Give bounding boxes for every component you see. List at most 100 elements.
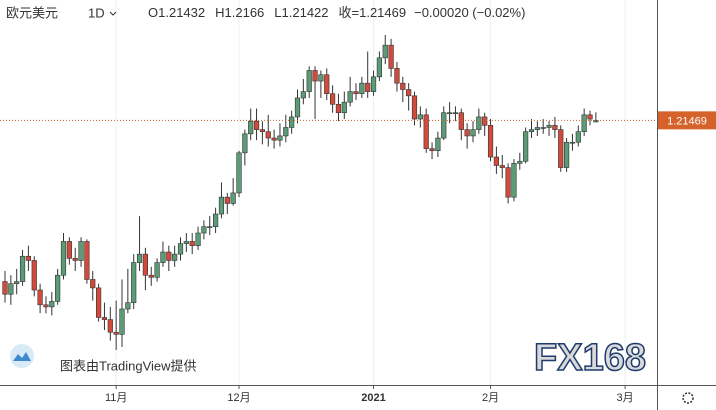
candle-body xyxy=(236,152,242,194)
ohlc-prefix: O xyxy=(148,5,158,20)
candle-body xyxy=(131,262,137,303)
candle-body xyxy=(8,283,14,295)
candle-body xyxy=(575,131,581,143)
candle-body xyxy=(207,226,213,228)
x-tick-label: 12月 xyxy=(227,392,250,404)
candle-body xyxy=(60,241,67,276)
candle-body xyxy=(329,93,336,105)
candle-body xyxy=(55,274,61,302)
candle-body xyxy=(517,160,523,164)
candle-body xyxy=(230,192,236,204)
candle-body xyxy=(312,70,318,82)
price-label: 1.21469 xyxy=(667,115,707,127)
ohlc-value: 1.21432 xyxy=(158,5,205,20)
candle-body xyxy=(581,114,587,133)
candle-body xyxy=(388,44,394,69)
candle-body xyxy=(376,57,383,78)
settings-icon[interactable] xyxy=(682,392,694,404)
candle-body xyxy=(172,253,178,261)
candle-body xyxy=(511,163,517,198)
candle-body xyxy=(113,331,119,335)
candle-body xyxy=(587,114,593,120)
candle-body xyxy=(458,112,464,130)
ohlc-value: 1.21469 xyxy=(359,5,406,20)
watermark: FX168 xyxy=(534,337,646,379)
grid xyxy=(115,0,626,389)
candle-body xyxy=(324,74,330,95)
candle-body xyxy=(353,91,359,95)
candle-body xyxy=(107,319,113,333)
candle-body xyxy=(394,68,400,84)
tv-logo-mark xyxy=(13,352,31,361)
candle-body xyxy=(558,129,564,168)
ohlc-prefix: H xyxy=(215,5,224,20)
candle-body xyxy=(289,116,295,128)
candle-body xyxy=(411,95,418,120)
candle-body xyxy=(183,241,189,244)
ohlc-value: 1.21422 xyxy=(282,5,329,20)
candle-body xyxy=(277,135,283,141)
candle-body xyxy=(423,114,429,149)
candle-body xyxy=(406,89,412,97)
candle-body xyxy=(25,255,32,261)
candle-body xyxy=(294,97,301,118)
candle-body xyxy=(552,125,558,130)
candle-body xyxy=(218,196,225,215)
candle-body xyxy=(189,241,195,246)
candle-body xyxy=(195,232,201,246)
candle-body xyxy=(318,74,324,82)
candle-body xyxy=(306,70,312,92)
ohlc-header: O1.21432 H1.2166 L1.21422 收=1.21469 −0.00020… xyxy=(148,5,525,20)
candle-body xyxy=(78,241,84,261)
candle-body xyxy=(224,196,230,204)
candle-body xyxy=(84,241,90,280)
candle-body xyxy=(593,120,599,123)
candle-body xyxy=(66,241,72,259)
candle-body xyxy=(528,129,535,133)
candle-body xyxy=(335,103,342,114)
candle-body xyxy=(148,274,154,278)
candle-body xyxy=(259,129,266,133)
candle-body xyxy=(441,112,447,139)
candle-body xyxy=(359,82,365,95)
candle-body xyxy=(242,133,248,154)
candle-body xyxy=(487,125,494,158)
candle-body xyxy=(166,251,172,261)
candle-body xyxy=(142,253,149,276)
tv-logo xyxy=(10,344,34,368)
candle-body xyxy=(341,101,347,114)
symbol: 欧元美元 xyxy=(6,5,58,20)
candle-body xyxy=(464,129,470,137)
candle-body xyxy=(154,262,160,278)
candle-body xyxy=(493,156,500,166)
interval-dropdown[interactable] xyxy=(109,11,117,16)
candle-body xyxy=(2,281,8,295)
candle-body xyxy=(271,137,277,141)
x-tick-label: 2月 xyxy=(482,392,499,404)
interval[interactable]: 1D xyxy=(88,5,105,20)
candle-body xyxy=(201,226,207,234)
candle-body xyxy=(43,304,49,308)
candle-body xyxy=(248,120,254,135)
candle-body xyxy=(382,44,388,59)
price-label-box xyxy=(658,111,716,130)
candle-body xyxy=(72,258,78,261)
candle-body xyxy=(482,116,488,126)
candle-body xyxy=(253,120,260,130)
candle-body xyxy=(569,141,576,144)
candle-body xyxy=(429,148,435,152)
candle-body xyxy=(31,260,37,291)
candle-body xyxy=(300,91,306,99)
ohlc-value: 1.2166 xyxy=(225,5,265,20)
candle-body xyxy=(563,141,570,168)
candle-body xyxy=(101,317,108,320)
candle-body xyxy=(119,308,125,335)
candle-body xyxy=(476,116,482,130)
candle-body xyxy=(125,302,131,310)
candle-body xyxy=(400,82,406,90)
candle-body xyxy=(470,129,476,137)
candle-body xyxy=(347,91,353,103)
candle-body xyxy=(213,213,219,227)
candle-body xyxy=(19,255,26,282)
